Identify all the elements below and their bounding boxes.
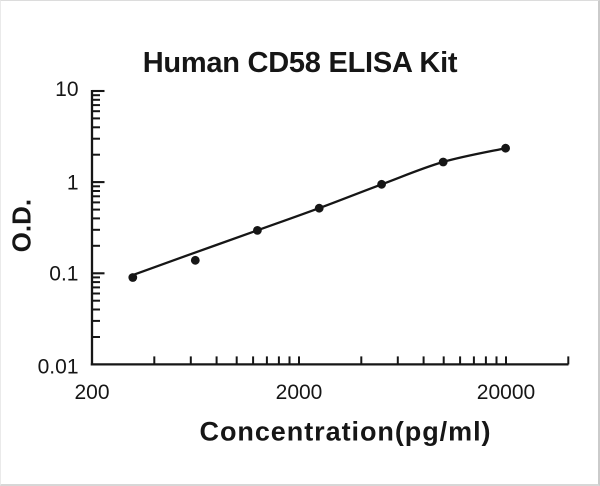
svg-text:Human CD58 ELISA Kit: Human CD58 ELISA Kit (143, 47, 458, 79)
svg-text:O.D.: O.D. (7, 199, 37, 252)
svg-text:1: 1 (67, 171, 79, 194)
svg-text:10: 10 (55, 78, 78, 101)
svg-text:Concentration(pg/ml): Concentration(pg/ml) (200, 416, 492, 446)
svg-text:0.01: 0.01 (38, 355, 79, 378)
svg-text:20000: 20000 (477, 381, 535, 404)
svg-text:200: 200 (74, 381, 109, 404)
svg-text:2000: 2000 (276, 381, 323, 404)
svg-text:0.1: 0.1 (49, 262, 78, 285)
